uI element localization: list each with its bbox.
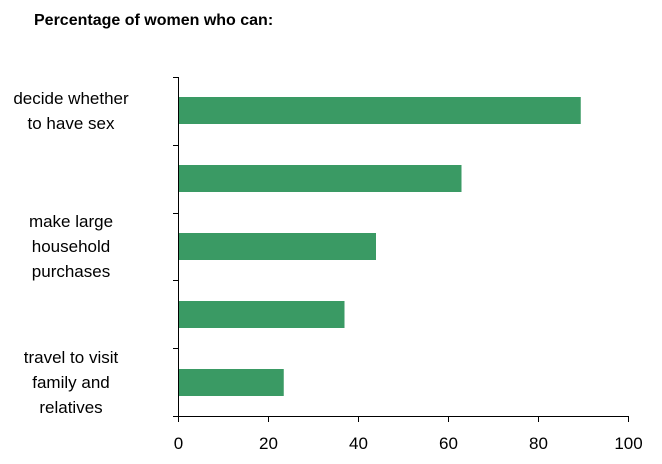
bars-group [179, 97, 581, 396]
bar [179, 369, 284, 396]
bar [179, 301, 345, 328]
x-tick-label: 80 [529, 434, 548, 453]
category-label: travel to visit family and relatives [23, 348, 119, 417]
x-tick-label: 20 [259, 434, 278, 453]
x-tick-label: 100 [614, 434, 642, 453]
x-tick-label: 60 [439, 434, 458, 453]
category-label: make large household purchases [28, 212, 114, 281]
chart-title: Percentage of women who can: [34, 12, 274, 29]
bar [179, 97, 581, 124]
bar [179, 165, 462, 192]
x-tick-label: 40 [349, 434, 368, 453]
tick-group: 0 20 40 60 80 100 [173, 77, 643, 453]
category-label: decide whether to have sex [13, 89, 129, 133]
x-tick-label: 0 [174, 434, 183, 453]
bar [179, 233, 376, 260]
